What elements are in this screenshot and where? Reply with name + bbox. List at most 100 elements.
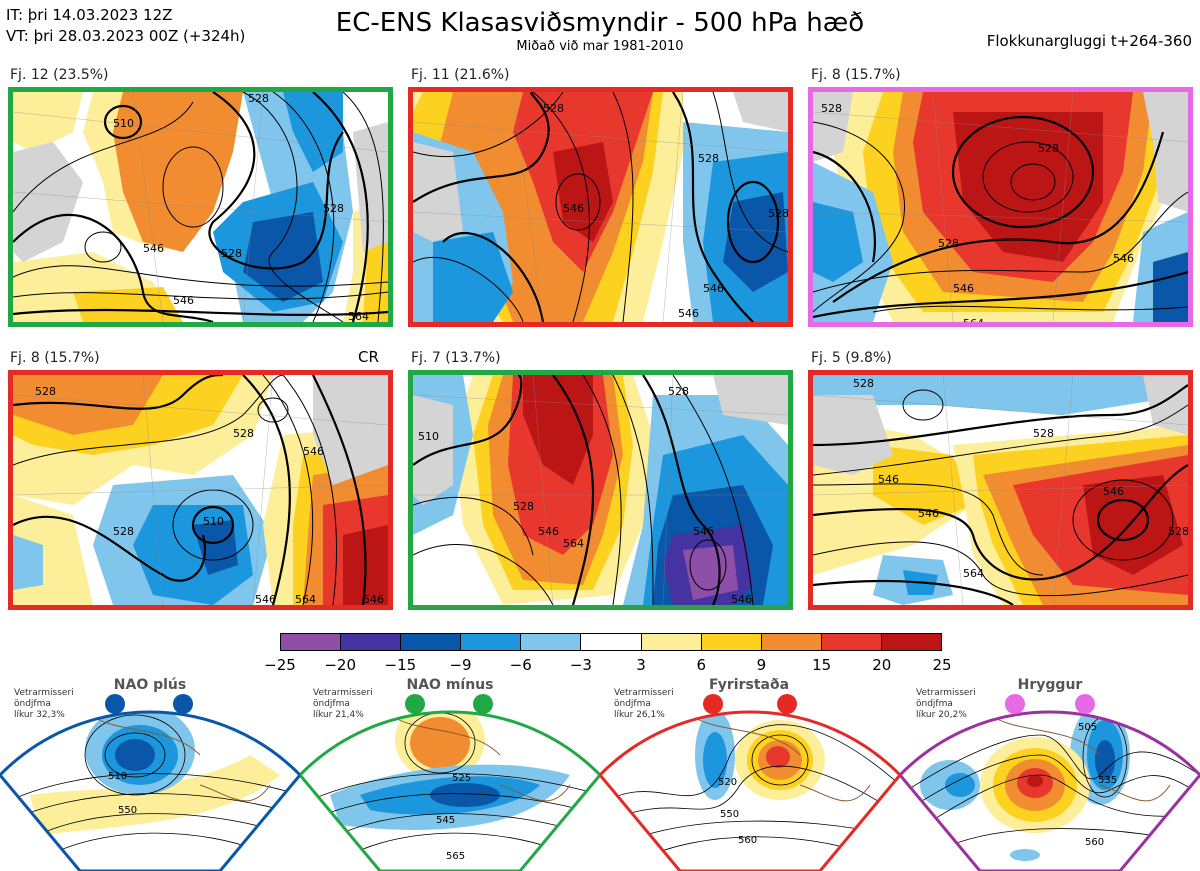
colorbar-segment [341,634,402,650]
contour-label: 546 [143,242,164,255]
contour-label: 528 [233,427,254,440]
regime-2-name: NAO mínus [406,677,494,693]
note-line: Vetrarmisseri [614,688,674,698]
panel-3-label: Fj. 8 (15.7%) [811,67,901,83]
colorbar-segment [761,634,822,650]
contour-label: 528 [938,237,959,250]
note-line: Vetrarmisseri [916,688,976,698]
contour-label: 528 [248,92,269,105]
contour-label: 546 [731,593,752,605]
panel-6-map: 528 528 546 564 546 546 528 [808,370,1193,610]
contour-label: 546 [363,593,384,605]
regime-1-note: Vetrarmisseri öndjfma líkur 32,3% [14,688,74,721]
colorbar-tick-label: 9 [756,656,767,674]
contour-label: 528 [513,500,534,513]
contour-label: 546 [918,507,939,520]
colorbar-segment [701,634,762,650]
regime-3-map: 520 550 560 [600,694,900,871]
panel-4-cr-mark: CR [358,348,379,366]
contour-label: 546 [563,202,584,215]
colorbar-segment [821,634,882,650]
valid-time: VT: þri 28.03.2023 00Z (+324h) [6,27,246,45]
colorbar-segment [581,634,642,650]
note-line: öndjfma [614,699,651,709]
colorbar-tick-label: 15 [812,656,832,674]
colorbar-tick-label: −20 [324,656,356,674]
contour-label: 560 [1085,837,1104,848]
colorbar-segment [281,634,342,650]
colorbar-segment [641,634,702,650]
regime-2-map: 525 545 565 [300,694,600,871]
regime-3-note: Vetrarmisseri öndjfma líkur 26,1% [614,688,674,721]
panel-4-map: 528 528 546 528 510 546 564 546 [8,370,393,610]
note-line: öndjfma [313,699,350,709]
colorbar-tick-label: −15 [384,656,417,674]
initial-time: IT: þri 14.03.2023 12Z [6,6,173,24]
contour-label: 546 [678,307,699,320]
panel-3-map: 528 528 546 564 546 528 [808,87,1193,327]
contour-label: 528 [668,385,689,398]
colorbar-tick-label: 25 [932,656,952,674]
contour-label: 528 [323,202,344,215]
note-line: líkur 32,3% [14,710,65,720]
panel-5-map: 510 528 546 564 546 528 546 [408,370,793,610]
colorbar-segment [401,634,462,650]
contour-label: 505 [1078,722,1097,733]
contour-label: 565 [446,851,465,862]
contour-label: 546 [255,593,276,605]
panel-2-label: Fj. 11 (21.6%) [411,67,510,83]
regime-marker [405,694,425,714]
contour-label: 528 [543,102,564,115]
regime-4-name: Hryggur [1017,677,1083,693]
contour-label: 550 [118,805,137,816]
contour-label: 546 [173,294,194,307]
regime-marker [105,694,125,714]
regime-2-note: Vetrarmisseri öndjfma líkur 21,4% [313,688,373,721]
panel-2-map: 528 528 546 546 546 528 [408,87,793,327]
contour-label: 528 [1033,427,1054,440]
classification-window: Flokkunargluggi t+264-360 [986,32,1192,50]
colorbar-segment [881,634,942,650]
note-line: Vetrarmisseri [14,688,74,698]
panel-4-label: Fj. 8 (15.7%) [10,350,100,366]
contour-label: 546 [1113,252,1134,265]
colorbar-segment [461,634,522,650]
panel-1-label: Fj. 12 (23.5%) [10,67,109,83]
colorbar-tick-label: −9 [449,656,472,674]
contour-label: 546 [303,445,324,458]
regime-4-map: 505 535 560 [900,694,1200,871]
contour-label: 564 [295,593,316,605]
regime-1-name: NAO plús [113,677,187,693]
contour-label: 545 [436,815,455,826]
note-line: líkur 26,1% [614,710,665,720]
contour-label: 546 [693,525,714,538]
regime-3-name: Fyrirstaða [708,677,790,693]
contour-label: 546 [538,525,559,538]
contour-label: 528 [698,152,719,165]
regime-marker [473,694,493,714]
colorbar-tick-label: 3 [636,656,646,674]
panel-5-label: Fj. 7 (13.7%) [411,350,501,366]
contour-label: 528 [821,102,842,115]
contour-label: 528 [221,247,242,260]
note-line: öndjfma [14,699,51,709]
regime-marker [777,694,797,714]
anomaly-colorbar [280,633,942,651]
colorbar-tick-label: 6 [696,656,707,674]
contour-label: 528 [113,525,134,538]
contour-label: 546 [1103,485,1124,498]
colorbar-tick-label: −25 [264,656,296,674]
contour-label: 546 [878,473,899,486]
colorbar-tick-label: −6 [509,656,532,674]
contour-label: 510 [418,430,439,443]
regime-1-map: 510 550 [0,694,300,871]
contour-label: 528 [1168,525,1188,538]
colorbar-tick-label: −3 [569,656,592,674]
regime-marker [703,694,723,714]
colorbar-tick-label: 20 [872,656,892,674]
note-line: líkur 21,4% [313,710,364,720]
note-line: Vetrarmisseri [313,688,373,698]
contour-label: 550 [720,809,739,820]
contour-label: 528 [853,377,874,390]
colorbar-segment [521,634,582,650]
